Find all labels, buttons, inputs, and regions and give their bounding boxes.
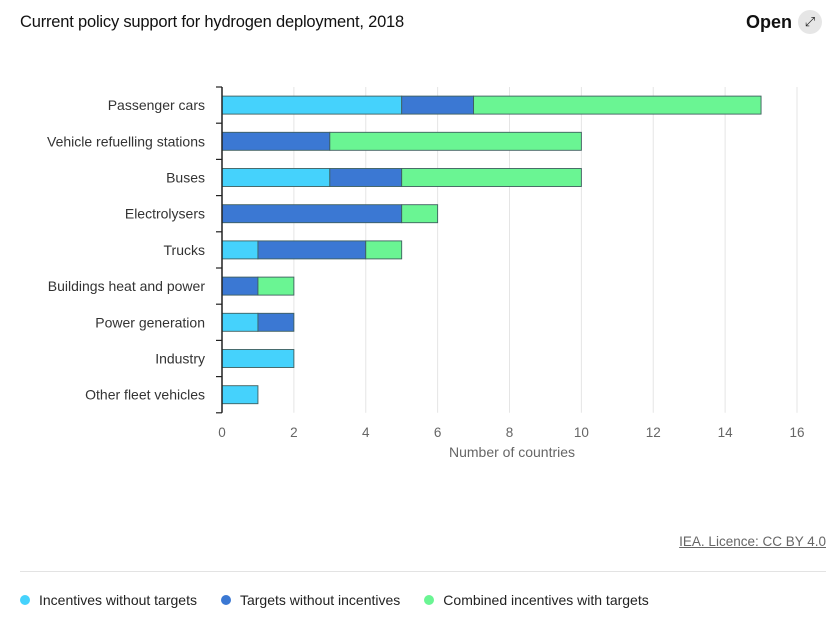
bar-segment[interactable] (257, 240, 367, 260)
x-tick-label: 0 (218, 425, 226, 440)
x-tick-label: 16 (789, 425, 804, 440)
legend-label: Combined incentives with targets (443, 592, 649, 608)
bar-segment[interactable] (221, 240, 259, 260)
bar-segment[interactable] (221, 276, 259, 296)
legend-item[interactable]: Combined incentives with targets (424, 592, 649, 608)
x-tick-label: 10 (574, 425, 589, 440)
y-category-label: Passenger cars (108, 97, 205, 113)
x-axis-label: Number of countries (449, 444, 575, 460)
bar-segment[interactable] (221, 349, 295, 368)
legend: Incentives without targets Targets withou… (20, 592, 649, 608)
x-tick-label: 8 (506, 425, 514, 440)
y-category-label: Trucks (164, 242, 205, 258)
open-button[interactable]: Open ⤢ (746, 10, 822, 34)
legend-dot-icon (424, 595, 435, 605)
legend-dot-icon (220, 595, 231, 605)
y-category-label: Buses (166, 170, 205, 186)
bar-segment[interactable] (257, 312, 295, 332)
bar-segment[interactable] (473, 95, 762, 115)
bar-segment[interactable] (329, 168, 403, 187)
bar-segment[interactable] (221, 131, 331, 151)
bar-segment[interactable] (401, 95, 475, 115)
bar-segment[interactable] (221, 168, 331, 187)
x-tick-label: 4 (362, 425, 370, 440)
y-category-label: Industry (155, 351, 205, 367)
bar-chart: Passenger cars Vehicle refuelling station… (47, 86, 805, 460)
bar-segment[interactable] (365, 240, 403, 260)
legend-item[interactable]: Targets without incentives (220, 592, 401, 608)
legend-item[interactable]: Incentives without targets (20, 592, 197, 608)
bar-segment[interactable] (221, 204, 403, 224)
y-category-label: Vehicle refuelling stations (47, 133, 205, 149)
bar-segment[interactable] (221, 95, 403, 115)
legend-label: Incentives without targets (39, 592, 197, 608)
x-tick-label: 14 (718, 425, 734, 440)
divider (20, 571, 826, 572)
y-category-label: Buildings heat and power (48, 278, 206, 294)
y-category-label: Electrolysers (125, 206, 205, 222)
bar-segment[interactable] (221, 385, 259, 405)
expand-arrow-icon: ⤢ (798, 10, 822, 34)
bar-segment[interactable] (401, 168, 582, 187)
open-label: Open (745, 11, 792, 32)
bar-segment[interactable] (257, 276, 295, 296)
bar-segment[interactable] (329, 131, 582, 151)
legend-dot-icon (20, 595, 30, 605)
chart-title: Current policy support for hydrogen depl… (20, 13, 404, 31)
licence-link[interactable]: IEA. Licence: CC BY 4.0 (679, 534, 826, 549)
x-tick-label: 2 (290, 425, 298, 440)
x-tick-label: 12 (646, 425, 661, 440)
y-category-label: Other fleet vehicles (85, 387, 205, 403)
bar-segment[interactable] (221, 312, 259, 332)
legend-label: Targets without incentives (239, 592, 401, 608)
bar-segment[interactable] (401, 204, 439, 224)
y-category-label: Power generation (95, 314, 205, 330)
x-tick-label: 6 (434, 425, 442, 440)
